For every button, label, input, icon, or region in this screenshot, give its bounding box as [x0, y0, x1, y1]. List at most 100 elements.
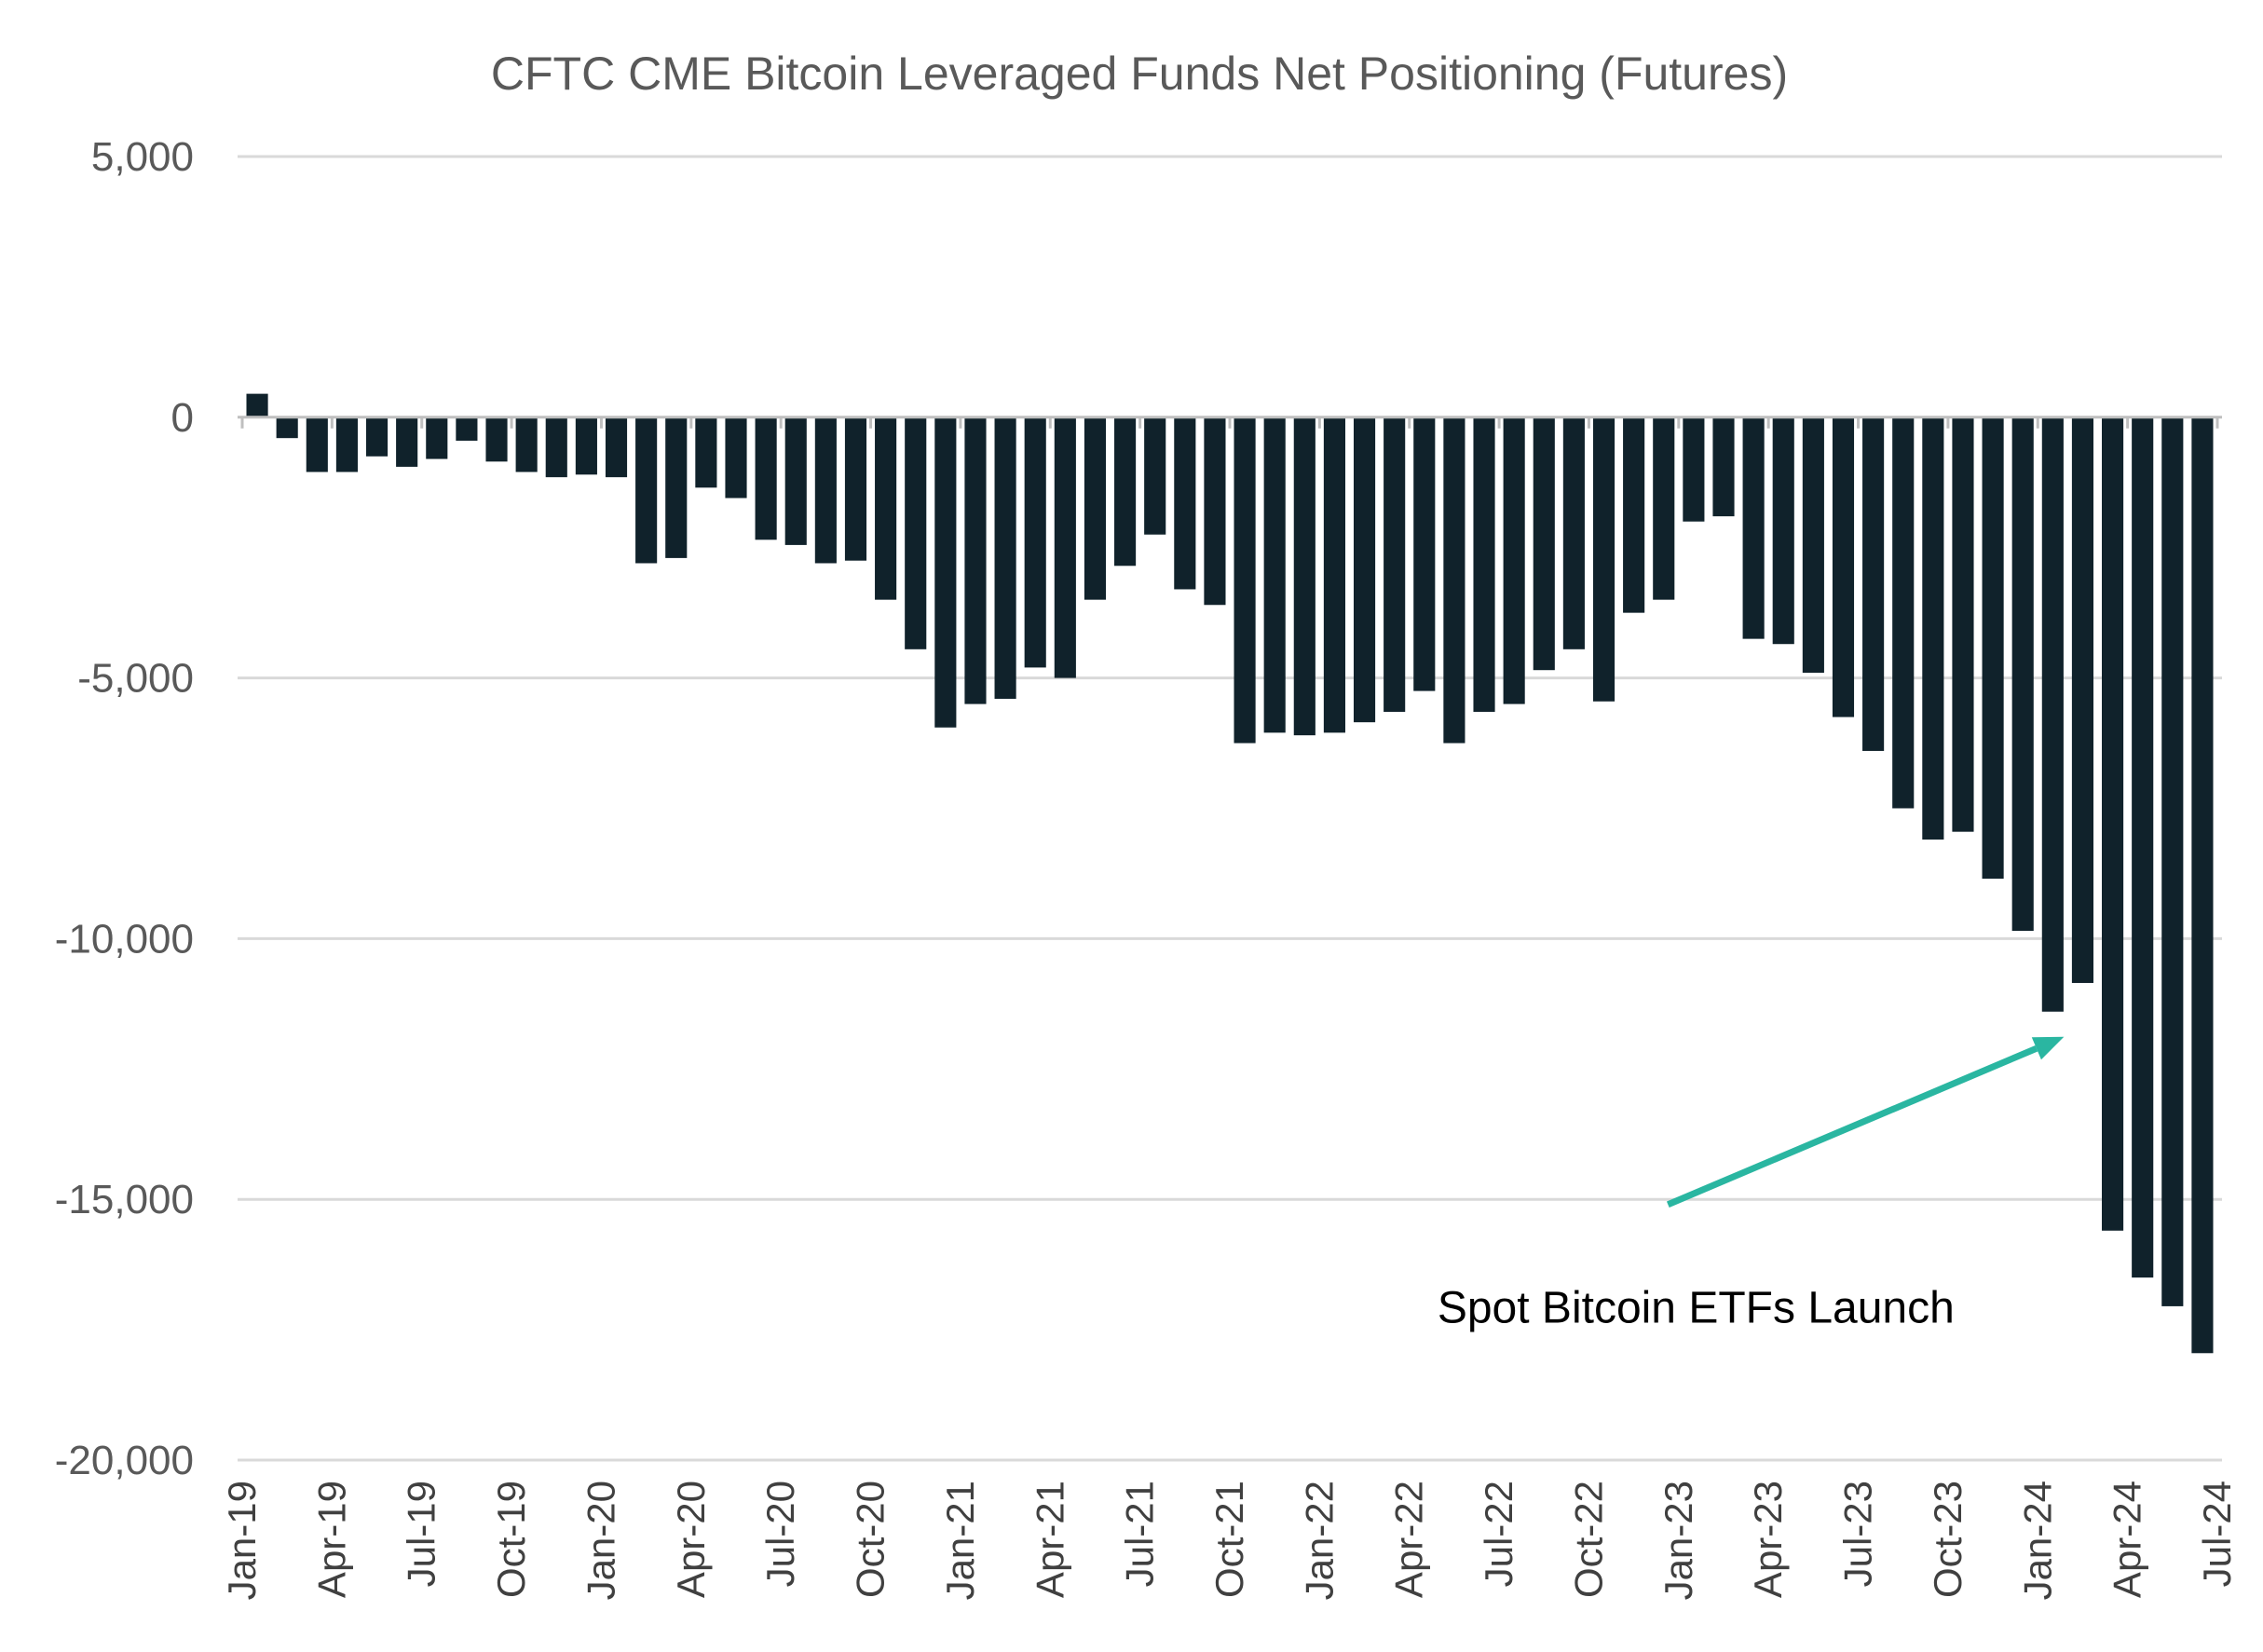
x-tick-label: Oct-21: [1207, 1481, 1251, 1598]
x-tick-label: Apr-21: [1028, 1481, 1071, 1598]
bar: [814, 416, 837, 564]
bar: [2191, 416, 2214, 1354]
x-tick-label: Oct-20: [849, 1481, 893, 1598]
bar: [784, 416, 807, 545]
bar: [365, 416, 389, 457]
x-tick-label: Apr-20: [669, 1481, 713, 1598]
annotation-arrow: [1666, 1045, 2038, 1208]
x-axis-ticks: Jan-19 Apr-19 Jul-19 Oct-19 Jan-20 Apr-20 Jul-…: [220, 416, 2239, 1600]
bar: [545, 416, 567, 478]
chart-title: CFTC CME Bitcoin Leveraged Funds Net Pos…: [491, 48, 1788, 100]
bars: [246, 393, 2214, 1354]
bar: [1712, 416, 1735, 517]
bar: [1832, 416, 1855, 717]
bar: [875, 416, 897, 600]
bar: [1683, 416, 1705, 522]
bar: [2071, 416, 2094, 983]
bar: [1323, 416, 1345, 733]
bar: [905, 416, 927, 649]
bar: [396, 416, 418, 467]
bar: [1653, 416, 1675, 600]
bar: [1144, 416, 1166, 535]
x-tick-label: Jan-19: [220, 1481, 264, 1600]
bar: [1982, 416, 2004, 880]
bar: [276, 416, 298, 439]
bar: [1384, 416, 1406, 712]
x-tick-label: Oct-23: [1926, 1481, 1970, 1598]
bar: [1892, 416, 1915, 809]
bar: [1114, 416, 1137, 567]
bar: [725, 416, 747, 498]
bar: [964, 416, 987, 704]
x-tick-label: Oct-22: [1566, 1481, 1610, 1598]
bar: [456, 416, 478, 441]
bar: [2102, 416, 2124, 1231]
bar: [1084, 416, 1107, 600]
bar: [665, 416, 688, 558]
bar: [605, 416, 628, 478]
bar: [1802, 416, 1824, 674]
y-tick-label: 5,000: [91, 134, 194, 180]
x-tick-label: Jul-23: [1836, 1481, 1880, 1587]
bar: [2161, 416, 2184, 1306]
bar: [246, 393, 268, 417]
annotation-arrowhead: [2031, 1036, 2065, 1060]
bar: [1742, 416, 1765, 639]
bar: [1533, 416, 1555, 671]
bar: [1204, 416, 1226, 606]
bar: [2041, 416, 2064, 1012]
bar: [695, 416, 717, 488]
bar: [635, 416, 658, 564]
gridlines: [238, 155, 2222, 1462]
x-tick-label: Jul-21: [1118, 1481, 1162, 1587]
y-tick-label: -20,000: [55, 1438, 194, 1483]
x-tick-label: Jul-20: [758, 1481, 802, 1587]
bar: [2011, 416, 2034, 932]
bar: [844, 416, 867, 561]
bar: [1263, 416, 1286, 733]
bar: [1772, 416, 1794, 645]
bar: [1413, 416, 1436, 691]
y-tick-label: -5,000: [77, 656, 194, 702]
bar: [994, 416, 1016, 699]
bar: [335, 416, 358, 472]
bar: [306, 416, 328, 472]
annotation-label: Spot Bitcoin ETFs Launch: [1438, 1284, 1955, 1333]
x-tick-label: Jul-24: [2195, 1481, 2239, 1587]
bar: [1054, 416, 1076, 678]
bar: [575, 416, 597, 475]
x-tick-label: Apr-19: [309, 1481, 353, 1598]
bar: [1592, 416, 1615, 702]
bar: [934, 416, 957, 728]
y-tick-label: 0: [171, 395, 194, 441]
bar: [485, 416, 508, 462]
y-tick-label: -15,000: [55, 1177, 194, 1222]
bar: [1922, 416, 1944, 840]
x-tick-label: Jan-21: [938, 1481, 982, 1600]
x-tick-label: Jan-24: [2015, 1481, 2059, 1600]
y-axis-ticks: 5,000 0 -5,000 -10,000 -15,000 -20,000: [55, 134, 194, 1483]
y-tick-label: -10,000: [55, 916, 194, 962]
x-tick-label: Jan-23: [1656, 1481, 1700, 1600]
bar: [1623, 416, 1645, 613]
bar: [1174, 416, 1196, 590]
bar: [1473, 416, 1495, 712]
annotation: Spot Bitcoin ETFs Launch: [1438, 1036, 2065, 1333]
x-tick-label: Oct-19: [489, 1481, 533, 1598]
bar: [1353, 416, 1376, 723]
bar: [426, 416, 448, 459]
bar: [1503, 416, 1525, 704]
x-tick-label: Apr-23: [1746, 1481, 1790, 1598]
bar: [1862, 416, 1885, 751]
bar: [1562, 416, 1585, 649]
x-tick-label: Apr-22: [1387, 1481, 1431, 1598]
bar: [1443, 416, 1465, 744]
bar: [1952, 416, 1974, 832]
bar: [1024, 416, 1046, 668]
bar: [515, 416, 538, 472]
bar: [755, 416, 777, 540]
bar: [1234, 416, 1256, 744]
x-tick-label: Jan-22: [1297, 1481, 1341, 1600]
x-tick-label: Jul-22: [1477, 1481, 1520, 1587]
